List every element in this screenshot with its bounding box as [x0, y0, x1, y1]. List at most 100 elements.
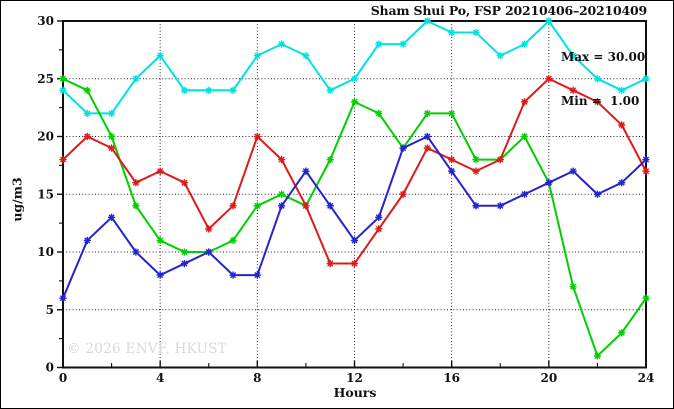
red-series-marker	[83, 132, 91, 141]
blue-series-marker	[496, 202, 504, 210]
blue-series-marker-center	[328, 204, 332, 208]
cyan-series-marker	[326, 86, 334, 94]
blue-series-marker	[278, 202, 286, 210]
red-series-marker	[180, 179, 189, 187]
blue-series-marker	[107, 213, 116, 221]
green-series-marker-center	[134, 204, 138, 208]
green-series-marker-center	[328, 157, 332, 162]
red-series-marker	[618, 121, 626, 129]
blue-series-marker-center	[401, 146, 405, 150]
blue-series-marker	[399, 144, 407, 152]
cyan-series-marker-center	[304, 53, 308, 58]
page-title: Sham Shui Po, FSP 20210406–20210409	[370, 3, 647, 18]
red-series-marker	[399, 190, 407, 198]
green-series-marker-center	[352, 100, 357, 104]
blue-series-marker-center	[571, 169, 575, 173]
watermark: © 2026 ENVF, HKUST	[67, 341, 228, 357]
red-series-marker	[229, 202, 237, 210]
red-series-marker	[205, 225, 213, 233]
cyan-series-marker	[423, 17, 431, 25]
red-series-marker-center	[522, 100, 527, 104]
red-series-marker-center	[279, 157, 284, 162]
red-series-marker	[107, 144, 116, 152]
green-series-marker	[569, 283, 577, 291]
blue-series-marker	[569, 167, 577, 175]
cyan-series-marker-center	[328, 88, 332, 92]
green-series-marker-center	[61, 77, 65, 81]
red-series-marker-center	[595, 100, 600, 104]
blue-series-marker-center	[182, 261, 187, 266]
cyan-series-marker	[350, 75, 359, 83]
red-series-marker-center	[620, 123, 624, 127]
red-series-marker	[59, 156, 67, 164]
green-series-marker-center	[279, 192, 284, 196]
blue-series-marker-center	[449, 169, 454, 173]
cyan-series-marker-center	[182, 88, 187, 92]
green-series-marker	[278, 190, 286, 198]
y-tick-label: 15	[37, 187, 54, 201]
blue-series-marker	[326, 202, 334, 210]
cyan-series-marker	[545, 17, 553, 25]
blue-series-marker	[448, 167, 456, 175]
cyan-series-marker-center	[522, 42, 527, 46]
y-axis-title: ug/m3	[9, 177, 25, 222]
green-series-marker	[520, 132, 529, 141]
red-series-marker	[593, 98, 602, 106]
blue-series-marker	[472, 202, 480, 210]
red-series-marker-center	[207, 227, 211, 231]
blue-series-marker-center	[207, 250, 211, 254]
red-series-marker-center	[449, 157, 454, 162]
blue-series-marker-center	[425, 134, 430, 139]
cyan-series-marker	[496, 52, 504, 60]
red-series-marker	[278, 156, 286, 164]
green-series-marker	[229, 236, 237, 245]
cyan-series-marker	[180, 86, 189, 94]
green-series-marker	[448, 109, 456, 117]
cyan-series-marker-center	[85, 111, 89, 116]
stat-max: Max = 30.00	[561, 50, 646, 64]
blue-series-marker-center	[158, 273, 162, 277]
blue-series-marker-center	[644, 157, 648, 162]
cyan-series-marker	[229, 86, 237, 94]
blue-series-marker	[520, 190, 529, 198]
y-tick-label: 20	[37, 130, 54, 144]
green-series-marker-center	[85, 88, 89, 92]
cyan-series-marker-center	[134, 77, 138, 81]
blue-series-marker	[229, 271, 237, 279]
red-series-marker-center	[547, 77, 551, 81]
green-series-marker	[618, 329, 626, 337]
green-series-marker	[350, 98, 359, 106]
blue-series-marker-center	[231, 273, 235, 277]
x-tick-label: 4	[156, 371, 164, 385]
y-tick-label: 10	[37, 245, 54, 259]
green-series-marker	[423, 109, 431, 117]
red-series-marker	[326, 259, 334, 268]
cyan-series-marker-center	[352, 77, 357, 81]
red-series-marker	[253, 132, 261, 141]
cyan-series-marker-center	[109, 111, 114, 116]
blue-series-marker-center	[522, 192, 527, 196]
blue-series-marker-center	[61, 296, 65, 300]
blue-series-marker-center	[377, 215, 381, 220]
green-series-marker	[83, 86, 91, 94]
x-tick-label: 24	[638, 371, 655, 385]
red-series-marker-center	[304, 204, 308, 208]
red-series-marker	[545, 75, 553, 83]
green-series-marker	[156, 236, 164, 245]
blue-series-marker-center	[620, 181, 624, 185]
cyan-series-marker-center	[279, 42, 284, 46]
x-axis-title: Hours	[333, 385, 377, 400]
red-series-marker	[496, 156, 504, 164]
green-series-marker-center	[377, 111, 381, 116]
blue-series-marker-center	[352, 238, 357, 243]
x-tick-label: 12	[346, 371, 363, 385]
red-series-marker-center	[377, 227, 381, 231]
blue-series-marker	[132, 248, 140, 256]
red-series-marker-center	[134, 181, 138, 185]
green-series-marker-center	[474, 157, 478, 162]
red-series-marker	[642, 167, 650, 175]
blue-series-marker	[253, 271, 261, 279]
blue-series-marker	[642, 156, 650, 164]
blue-series-marker	[302, 167, 310, 175]
red-series-marker	[302, 202, 310, 210]
